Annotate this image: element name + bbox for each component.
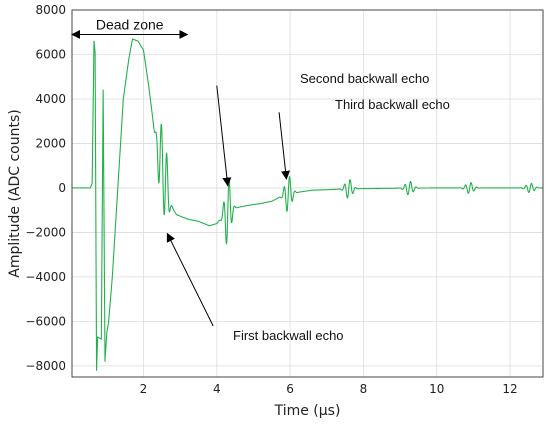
series-layer	[71, 38, 544, 371]
annotation-arrow	[278, 112, 291, 180]
annotations: First backwall echo Second backwall echo T…	[71, 16, 450, 343]
annotation-arrow	[166, 232, 214, 327]
y-tick-label: −8000	[25, 359, 66, 373]
x-tick-label: 12	[502, 382, 517, 396]
y-tick-label: −2000	[25, 225, 66, 239]
y-tick-label: 8000	[35, 3, 66, 17]
annotation-arrow	[216, 85, 232, 187]
y-axis-label: Amplitude (ADC counts)	[7, 109, 23, 278]
y-tick-label: 2000	[35, 136, 66, 150]
annotation-label: Second backwall echo	[300, 71, 429, 86]
x-axis-label: Time (μs)	[274, 403, 341, 419]
signal-line	[71, 38, 544, 371]
x-tick-label: 2	[140, 382, 148, 396]
x-tick-label: 10	[429, 382, 444, 396]
x-tick-label: 6	[286, 382, 294, 396]
tick-labels: 2 4 6 8 10 12 8000 6000 4000 2000 0 −2000 −4000 −6000…	[25, 3, 517, 396]
annotation-label: Third backwall echo	[335, 97, 450, 112]
dead-zone-label: Dead zone	[96, 16, 164, 32]
y-tick-label: 4000	[35, 92, 66, 106]
y-tick-label: 0	[58, 181, 66, 195]
annotation-label: First backwall echo	[233, 328, 344, 343]
y-tick-label: 6000	[35, 47, 66, 61]
x-tick-label: 8	[360, 382, 368, 396]
plot-frame	[71, 9, 544, 378]
y-tick-label: −4000	[25, 270, 66, 284]
grid	[72, 9, 543, 377]
y-tick-label: −6000	[25, 314, 66, 328]
x-tick-label: 4	[213, 382, 221, 396]
